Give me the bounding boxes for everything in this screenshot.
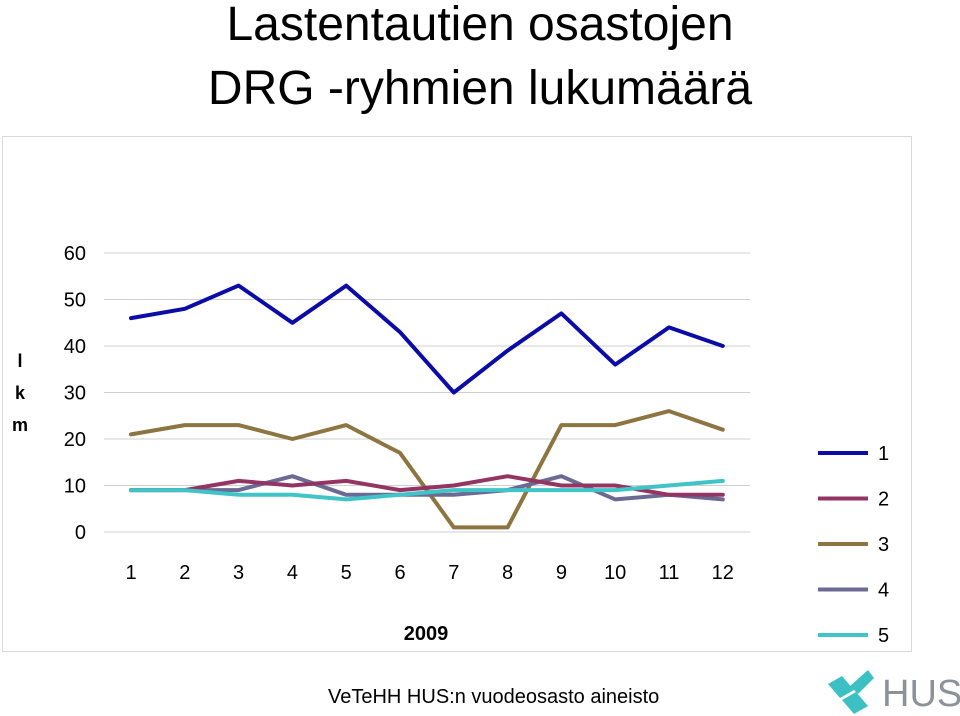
x-tick-label: 8 <box>502 562 513 584</box>
x-tick-label: 5 <box>341 562 352 584</box>
x-tick-label: 2 <box>179 562 190 584</box>
x-tick-label: 4 <box>287 562 298 584</box>
x-tick-label: 10 <box>604 562 626 584</box>
source-footnote: VeTeHH HUS:n vuodeosasto aineisto <box>328 686 660 708</box>
legend-label: 5 <box>878 625 889 647</box>
hus-cross-logo-icon: HUS <box>828 670 960 715</box>
svg-text:HUS: HUS <box>882 673 960 715</box>
legend-label: 2 <box>878 489 889 511</box>
y-tick-label: 60 <box>64 243 86 265</box>
y-tick-label: 10 <box>64 476 86 498</box>
series-line-1 <box>129 283 725 395</box>
x-tick-label: 6 <box>394 562 405 584</box>
x-tick-label: 12 <box>712 562 734 584</box>
y-tick-labels: 0 10 20 30 40 50 60 <box>64 243 86 544</box>
series-line-2 <box>129 474 725 497</box>
hus-logo: HUS <box>822 662 960 716</box>
series-line-5 <box>129 478 725 502</box>
y-tick-label: 50 <box>64 290 86 312</box>
series-line-3 <box>129 409 725 530</box>
x-tick-label: 1 <box>125 562 136 584</box>
y-tick-label: 40 <box>64 336 86 358</box>
legend-label: 1 <box>878 443 889 465</box>
x-tick-label: 7 <box>448 562 459 584</box>
x-axis-label: 2009 <box>404 623 449 645</box>
x-tick-label: 11 <box>659 562 680 584</box>
legend: 1 2 3 4 5 <box>818 443 889 647</box>
x-tick-label: 3 <box>233 562 244 584</box>
y-axis-label-char: k <box>15 383 26 403</box>
legend-label: 3 <box>878 534 889 556</box>
y-axis-label-char: l <box>17 351 22 371</box>
legend-label: 4 <box>878 580 889 602</box>
x-tick-label: 9 <box>556 562 567 584</box>
y-axis-label: lkm <box>12 351 28 435</box>
y-axis-label-char: m <box>12 415 28 435</box>
chart-title-line-1: Lastentautien osastojen <box>226 0 734 51</box>
series-lines <box>129 283 725 530</box>
y-tick-label: 0 <box>75 522 86 544</box>
x-tick-labels: 1 2 3 4 5 6 7 8 9 10 11 12 <box>125 562 733 584</box>
series-line-4 <box>129 474 725 502</box>
chart-title-line-2: DRG -ryhmien lukumäärä <box>207 62 753 115</box>
y-tick-label: 20 <box>64 429 86 451</box>
y-tick-label: 30 <box>64 383 86 405</box>
chart-frame <box>2 136 912 652</box>
